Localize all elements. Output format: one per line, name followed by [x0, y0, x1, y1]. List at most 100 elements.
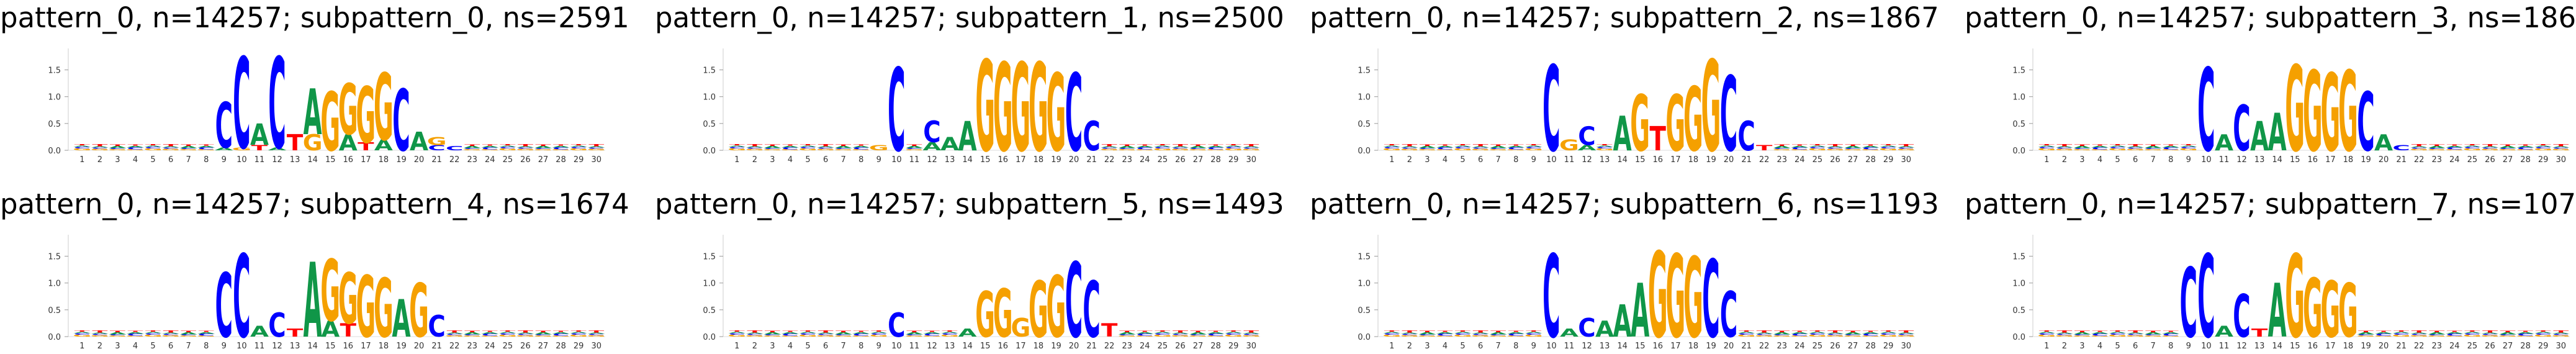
x-tick-label: 9: [876, 155, 881, 165]
noise-glyph: G: [2037, 148, 2056, 151]
x-tick-label: 14: [962, 155, 973, 165]
noise-glyph: T: [835, 330, 851, 333]
noise-glyph: T: [2518, 144, 2533, 146]
noise-glyph: G: [587, 148, 606, 151]
noise-glyph: C: [1137, 147, 1153, 150]
noise-glyph: T: [729, 144, 745, 146]
logo-plot: 0.00.51.01.51 2 3 4 5 6 7 8 9 10 11 12 13 14 15 16 17 18 1…: [48, 232, 605, 354]
noise-glyph: A: [1136, 145, 1155, 148]
noise-glyph: A: [2144, 332, 2163, 335]
x-tick-label: 22: [449, 342, 460, 351]
x-tick-label: 2: [2062, 155, 2067, 165]
noise-glyph: T: [2039, 144, 2055, 146]
logo-glyph-G: G: [1648, 228, 1668, 354]
x-tick-label: 27: [2503, 342, 2513, 351]
noise-glyph: G: [2480, 148, 2499, 151]
noise-glyph: G: [534, 148, 552, 150]
noise-glyph: T: [2092, 144, 2107, 146]
noise-glyph: A: [1401, 146, 1418, 148]
noise-glyph: G: [1171, 335, 1189, 337]
noise-glyph: T: [1402, 144, 1417, 147]
noise-glyph: T: [1402, 330, 1417, 334]
noise-glyph: C: [746, 334, 763, 335]
noise-glyph: C: [2535, 147, 2552, 149]
noise-glyph: T: [2429, 144, 2444, 147]
x-tick-label: 17: [2325, 342, 2336, 351]
noise-glyph: G: [2055, 148, 2074, 151]
noise-glyph: C: [1756, 334, 1773, 335]
noise-glyph: G: [2428, 335, 2446, 337]
x-tick-label: 2: [1407, 342, 1412, 351]
noise-glyph: A: [516, 332, 534, 334]
noise-glyph: G: [1207, 149, 1225, 151]
x-tick-label: 19: [1051, 342, 1061, 351]
noise-glyph: G: [2126, 335, 2145, 337]
noise-glyph: T: [1774, 144, 1790, 147]
noise-glyph: C: [1472, 334, 1489, 335]
noise-glyph: T: [1137, 330, 1153, 332]
x-tick-label: 18: [1034, 342, 1044, 351]
noise-glyph: G: [1382, 148, 1401, 151]
noise-glyph: A: [2446, 332, 2464, 334]
y-tick-label: 1.5: [703, 253, 716, 262]
logo-glyph-G: G: [232, 147, 251, 151]
noise-glyph: T: [1508, 330, 1524, 332]
x-tick-label: 5: [805, 342, 810, 351]
noise-glyph: C: [2482, 334, 2498, 335]
x-tick-label: 4: [133, 155, 138, 165]
x-tick-label: 3: [1425, 155, 1430, 165]
x-tick-label: 27: [1848, 342, 1858, 351]
noise-glyph: A: [1507, 332, 1526, 334]
y-tick-label: 1.5: [2012, 253, 2025, 262]
logo-glyph-C: C: [2357, 75, 2374, 170]
x-tick-label: 9: [222, 342, 227, 351]
x-tick-label: 22: [1104, 342, 1115, 351]
noise-glyph: T: [1473, 330, 1488, 334]
logo-plot: 0.00.51.01.51 2 3 4 5 6 7 8 9 10 11 12 13 14 15 16 17 18 1…: [48, 33, 606, 178]
x-tick-label: 11: [2219, 155, 2230, 165]
x-tick-label: 6: [1478, 155, 1483, 165]
x-tick-label: 23: [1777, 342, 1787, 351]
noise-glyph: T: [2500, 330, 2515, 333]
noise-glyph: T: [482, 330, 498, 332]
noise-glyph: G: [1436, 149, 1454, 151]
x-tick-label: 9: [1531, 155, 1536, 165]
noise-glyph: C: [2552, 334, 2569, 335]
noise-glyph: G: [2144, 148, 2163, 150]
x-tick-label: 30: [1246, 342, 1256, 351]
noise-glyph: T: [782, 144, 798, 146]
noise-glyph: A: [109, 332, 127, 335]
logo-glyph-C: C: [1542, 232, 1560, 354]
noise-glyph: T: [1208, 330, 1223, 332]
logo-glyph-A: A: [392, 289, 410, 349]
x-tick-label: 9: [2186, 342, 2191, 351]
noise-glyph: A: [834, 332, 853, 335]
noise-glyph: A: [870, 332, 889, 334]
y-tick-label: 0.0: [1358, 147, 1371, 156]
noise-glyph: T: [942, 330, 958, 332]
noise-glyph: A: [1862, 145, 1880, 148]
x-tick-label: 26: [520, 342, 531, 351]
x-tick-label: 14: [1617, 342, 1628, 351]
noise-glyph: C: [1190, 148, 1207, 150]
noise-glyph: A: [2552, 146, 2570, 148]
noise-glyph: T: [2074, 330, 2090, 333]
x-tick-label: 14: [2272, 155, 2282, 165]
noise-glyph: A: [2481, 146, 2498, 148]
noise-glyph: C: [1454, 147, 1471, 149]
x-tick-label: 22: [449, 155, 460, 165]
logo-plot: 0.00.51.01.51 2 3 4 5 6 7 8 9 10 11 12 13 14 15 16 17 18 1…: [703, 235, 1261, 354]
noise-glyph: T: [2447, 330, 2462, 332]
noise-glyph: G: [197, 149, 215, 151]
noise-glyph: C: [2127, 334, 2144, 335]
logo-glyph-C: C: [2233, 283, 2250, 352]
x-tick-label: 21: [2396, 342, 2407, 351]
noise-glyph: C: [764, 334, 781, 336]
noise-glyph: A: [834, 146, 853, 149]
noise-glyph: G: [1506, 335, 1525, 337]
panel-title: pattern_0, n=14257; subpattern_7, ns=107…: [1965, 188, 2576, 220]
x-tick-label: 12: [272, 155, 282, 165]
noise-glyph: C: [91, 147, 108, 149]
logo-glyph-C: C: [233, 232, 250, 354]
